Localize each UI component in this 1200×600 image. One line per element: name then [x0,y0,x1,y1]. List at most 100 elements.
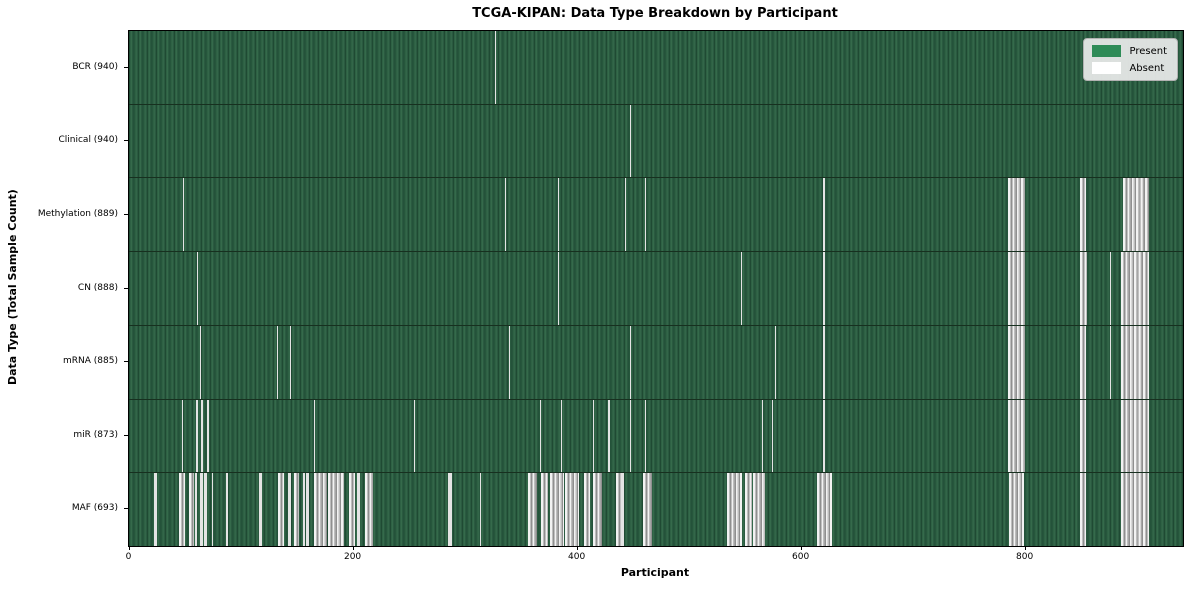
absent-stripe [775,325,777,399]
absent-stripe [1110,252,1112,325]
ytick-mark [124,287,128,289]
absent-stripe [204,473,208,547]
absent-stripe [505,178,507,252]
absent-stripe [740,252,742,325]
heatmap-row-cn [129,252,1183,326]
ytick-label-methylation: Methylation (889) [37,208,118,219]
absent-stripe [1121,325,1150,399]
absent-stripe [616,473,621,547]
absent-stripe [816,473,833,547]
absent-stripe [645,399,647,473]
absent-stripe [752,473,766,547]
absent-stripe [196,399,199,473]
absent-stripe [557,252,560,325]
x-axis-label: Participant [620,566,690,579]
absent-stripe [625,178,627,252]
xtick-mark [576,546,578,550]
absent-stripe [1122,178,1150,252]
absent-stripe [211,473,213,547]
xtick-label-0: 0 [125,552,132,562]
absent-stripe [199,325,201,399]
absent-stripe [1079,399,1086,473]
absent-stripe [527,473,537,547]
absent-stripe [541,473,548,547]
ytick-label-cn: CN (888) [77,282,118,293]
absent-stripe [645,178,647,252]
absent-stripe [1079,325,1086,399]
heatmap-row-bcr [129,31,1183,105]
chart-title: TCGA-KIPAN: Data Type Breakdown by Parti… [472,6,838,21]
absent-stripe [226,473,228,547]
absent-stripe [561,399,563,473]
absent-stripe [199,473,203,547]
ytick-label-mrna: mRNA (885) [63,356,118,367]
heatmap-row-mir [129,399,1183,474]
absent-stripe [1008,325,1026,399]
absent-stripe [1079,178,1086,252]
absent-stripe [550,473,564,547]
absent-stripe [1121,473,1150,547]
xtick-mark [800,546,802,550]
absent-stripe [771,399,774,473]
absent-stripe [182,178,184,252]
xtick-label-800: 800 [1016,552,1034,562]
absent-stripe [727,473,742,547]
heatmap-row-maf [129,473,1183,547]
absent-stripe [643,473,653,547]
absent-stripe [328,473,345,547]
absent-stripe [348,473,356,547]
legend-present-swatch [1092,45,1122,57]
y-axis-label: Data Type (Total Sample Count) [6,189,19,386]
heatmap-row-methylation [129,178,1183,253]
legend: Present Absent [1083,38,1178,81]
absent-stripe [293,473,300,547]
plot-area: Present Absent [128,30,1184,547]
xtick-label-600: 600 [792,552,810,562]
absent-stripe [620,473,625,547]
absent-stripe [313,473,328,547]
heatmap-row-mrna [129,325,1183,400]
ytick-label-bcr: BCR (940) [72,61,118,72]
ytick-label-clinical: Clinical (940) [58,135,118,146]
absent-stripe [1079,473,1086,547]
absent-stripe [629,325,631,399]
xtick-mark [352,546,354,550]
absent-stripe [200,399,203,473]
absent-stripe [823,399,825,473]
absent-stripe [1110,325,1112,399]
absent-stripe [1009,473,1024,547]
absent-stripe [207,399,209,473]
absent-stripe [629,104,631,178]
absent-stripe [258,473,263,547]
ytick-label-mir: miR (873) [73,429,118,440]
absent-stripe [592,399,594,473]
absent-stripe [564,473,580,547]
absent-stripe [189,473,194,547]
legend-absent-swatch [1092,62,1122,74]
heatmap-row-clinical [129,104,1183,179]
ytick-mark [124,434,128,436]
legend-entry-present: Present [1092,45,1167,57]
absent-stripe [277,473,284,547]
absent-stripe [508,325,510,399]
absent-stripe [179,473,185,547]
absent-stripe [823,252,825,325]
absent-stripe [1008,252,1026,325]
xtick-label-400: 400 [568,552,586,562]
xtick-mark [128,546,130,550]
absent-stripe [181,399,183,473]
absent-stripe [823,178,825,252]
absent-stripe [1079,252,1087,325]
absent-stripe [823,325,825,399]
absent-stripe [540,399,542,473]
absent-stripe [302,473,305,547]
ytick-mark [124,140,128,142]
xtick-label-200: 200 [343,552,362,562]
absent-stripe [197,252,199,325]
absent-stripe [153,473,157,547]
absent-stripe [290,325,292,399]
absent-stripe [629,399,631,473]
legend-absent-label: Absent [1129,62,1165,74]
legend-present-label: Present [1129,45,1167,57]
